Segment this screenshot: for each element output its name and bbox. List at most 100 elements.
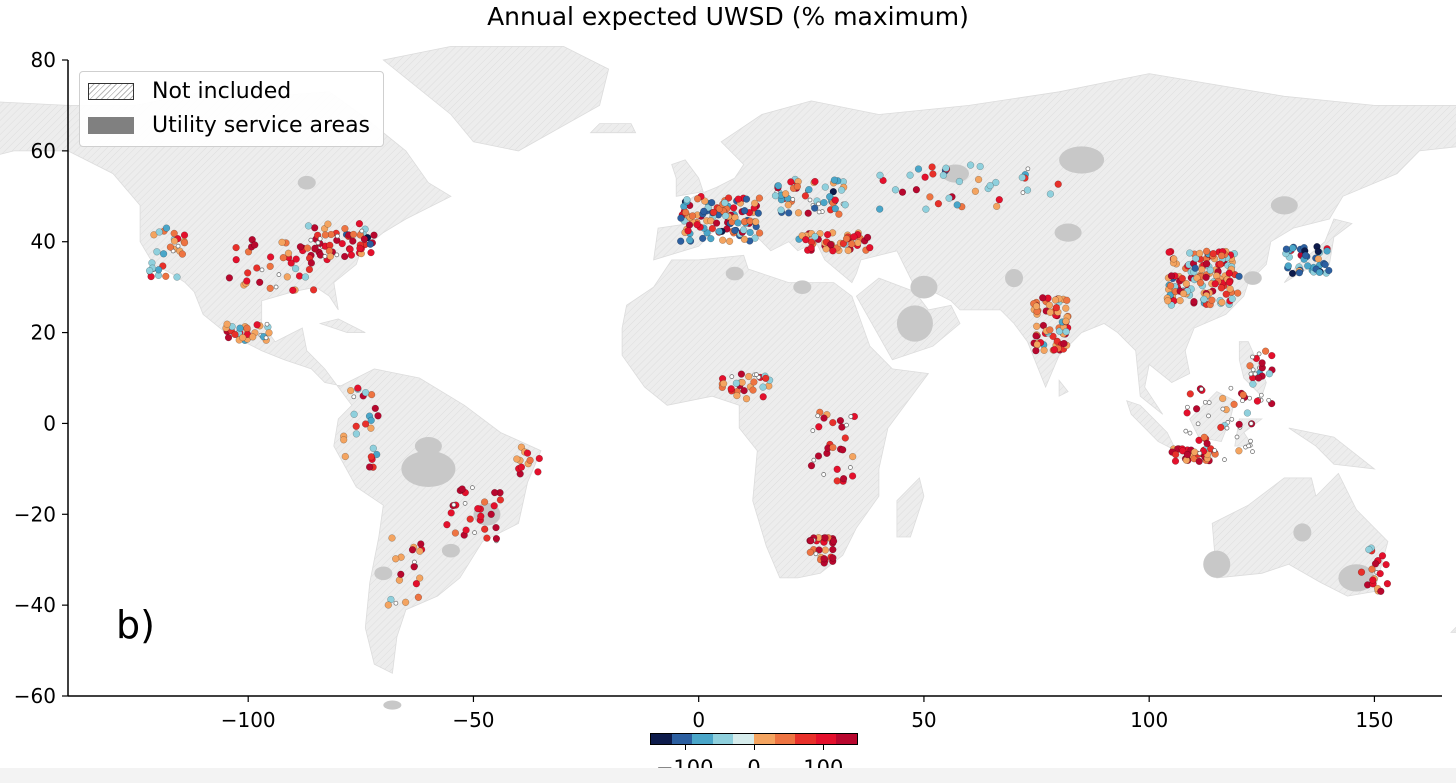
utility-point <box>740 207 749 215</box>
y-tick-label: 20 <box>31 321 56 345</box>
utility-point <box>1266 397 1272 403</box>
utility-point <box>1256 351 1262 357</box>
utility-point <box>470 485 475 490</box>
utility-point <box>934 200 943 208</box>
utility-point <box>223 320 231 328</box>
utility-point <box>1049 332 1057 341</box>
utility-point <box>1218 298 1226 307</box>
utility-point <box>1243 409 1252 417</box>
utility-point <box>732 379 741 387</box>
utility-point <box>811 457 817 463</box>
utility-point <box>1167 272 1176 280</box>
service-area <box>793 280 812 294</box>
utility-point <box>451 502 457 508</box>
utility-point <box>814 452 823 460</box>
hatched-swatch <box>88 82 134 100</box>
utility-point <box>236 324 244 332</box>
land-uk <box>671 159 704 197</box>
legend-item-not-included: Not included <box>88 78 291 104</box>
utility-point <box>906 171 914 179</box>
service-area <box>297 175 316 190</box>
utility-point <box>1200 295 1208 303</box>
utility-point <box>491 488 499 497</box>
utility-point <box>1046 308 1054 316</box>
utility-point <box>170 237 179 245</box>
utility-point <box>309 286 318 294</box>
colorbar-segment <box>774 734 796 744</box>
utility-point <box>707 234 715 243</box>
utility-point <box>351 394 357 400</box>
utility-point <box>740 386 748 395</box>
utility-point <box>1261 347 1270 355</box>
utility-point <box>1321 260 1329 269</box>
utility-point <box>490 502 498 510</box>
utility-point <box>966 161 975 169</box>
utility-point <box>1192 405 1201 413</box>
utility-point <box>1248 371 1254 377</box>
utility-point <box>1217 252 1226 260</box>
utility-point <box>1183 428 1189 434</box>
utility-point <box>823 230 832 239</box>
utility-point <box>1217 423 1225 432</box>
utility-point <box>849 452 857 461</box>
utility-point <box>879 176 887 185</box>
utility-point <box>811 204 819 212</box>
utility-point <box>848 414 854 419</box>
utility-point <box>833 477 841 485</box>
utility-point <box>729 374 735 379</box>
utility-point <box>1325 266 1333 275</box>
utility-point <box>1060 339 1068 348</box>
utility-point <box>1183 450 1192 459</box>
utility-point <box>1217 284 1226 292</box>
utility-point <box>730 204 738 212</box>
utility-point <box>1197 450 1203 456</box>
utility-point <box>266 262 274 271</box>
utility-point <box>307 259 316 267</box>
utility-point <box>992 178 1000 187</box>
land-new-zealand <box>1450 626 1456 633</box>
utility-point <box>388 534 396 542</box>
utility-point <box>1165 248 1173 256</box>
utility-point <box>414 593 423 601</box>
utility-point <box>1171 450 1180 459</box>
utility-point <box>734 195 742 203</box>
utility-point <box>355 220 364 228</box>
utility-point <box>256 278 264 286</box>
utility-point <box>986 181 994 190</box>
utility-point <box>1203 260 1211 268</box>
utility-point <box>1202 273 1210 282</box>
service-area <box>414 437 442 456</box>
utility-point <box>180 231 189 239</box>
colorbar-tick <box>754 745 755 750</box>
utility-point <box>1246 443 1251 449</box>
utility-point <box>417 540 425 548</box>
utility-point <box>359 228 365 234</box>
land-borneo <box>1189 391 1236 443</box>
colorbar-segment <box>753 734 775 744</box>
utility-point <box>1383 580 1392 588</box>
utility-point <box>777 206 785 214</box>
utility-point <box>1323 247 1331 255</box>
utility-point <box>1378 552 1387 560</box>
utility-point <box>367 416 375 425</box>
land-new-guinea <box>1288 427 1376 470</box>
utility-point <box>771 192 780 200</box>
utility-point <box>1209 249 1217 258</box>
utility-point <box>746 228 754 237</box>
service-area <box>1270 196 1298 215</box>
utility-point <box>1253 397 1262 405</box>
utility-point <box>352 422 360 430</box>
utility-point <box>721 199 729 207</box>
utility-point <box>821 534 829 542</box>
utility-point <box>829 537 838 545</box>
utility-point <box>447 509 455 517</box>
utility-point <box>517 463 526 471</box>
utility-point <box>1179 289 1188 298</box>
utility-point <box>365 463 374 471</box>
x-tick-label: 100 <box>1130 708 1168 732</box>
utility-point <box>155 228 163 236</box>
utility-point <box>755 194 764 202</box>
utility-point <box>820 198 828 207</box>
utility-point <box>820 555 828 563</box>
utility-point <box>526 456 534 464</box>
